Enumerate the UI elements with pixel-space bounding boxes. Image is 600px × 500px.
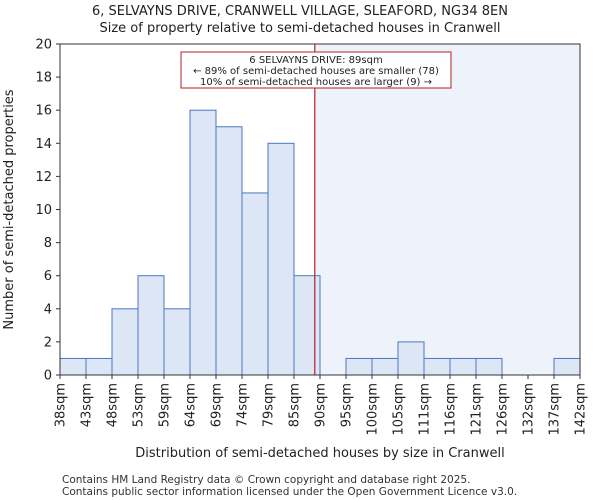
x-tick-label-64sqm: 64sqm — [184, 383, 199, 427]
y-tick-label-20: 20 — [35, 38, 52, 53]
y-tick-label-10: 10 — [35, 203, 52, 218]
bar-43sqm — [85, 357, 113, 376]
y-tick-label-8: 8 — [44, 236, 52, 251]
chart-title: 6, SELVAYNS DRIVE, CRANWELL VILLAGE, SLE… — [92, 4, 508, 19]
annotation-line-3: 10% of semi-detached houses are larger (… — [200, 77, 432, 88]
bar-53sqm — [137, 275, 165, 376]
x-tick-label-53sqm: 53sqm — [132, 383, 147, 427]
x-tick-label-38sqm: 38sqm — [54, 383, 69, 427]
y-tick-label-18: 18 — [35, 71, 52, 86]
x-tick-label-121sqm: 121sqm — [470, 383, 485, 436]
x-tick-label-85sqm: 85sqm — [288, 383, 303, 427]
bar-38sqm — [59, 357, 87, 376]
y-tick-label-0: 0 — [44, 369, 52, 384]
bar-137sqm — [553, 357, 581, 376]
x-tick-label-105sqm: 105sqm — [392, 383, 407, 436]
x-tick-label-69sqm: 69sqm — [210, 383, 225, 427]
y-tick-label-14: 14 — [35, 137, 52, 152]
bar-121sqm — [475, 357, 503, 376]
bar-59sqm — [163, 308, 191, 376]
x-tick-label-137sqm: 137sqm — [548, 383, 563, 436]
chart-subtitle: Size of property relative to semi-detach… — [99, 21, 501, 36]
x-tick-label-90sqm: 90sqm — [314, 383, 329, 427]
bar-64sqm — [189, 109, 217, 376]
bar-95sqm — [345, 357, 373, 376]
y-tick-label-6: 6 — [44, 269, 52, 284]
annotation-line-2: ← 89% of semi-detached houses are smalle… — [193, 66, 439, 77]
x-tick-label-132sqm: 132sqm — [522, 383, 537, 436]
bar-111sqm — [423, 357, 451, 376]
x-tick-label-142sqm: 142sqm — [574, 383, 589, 436]
bar-48sqm — [111, 308, 139, 376]
annotation-box — [180, 51, 452, 89]
bar-100sqm — [371, 357, 399, 376]
larger-region-shade — [314, 44, 580, 375]
footer-line-1: Contains HM Land Registry data © Crown c… — [62, 474, 471, 486]
bar-69sqm — [215, 126, 243, 376]
x-tick-label-43sqm: 43sqm — [80, 383, 95, 427]
x-tick-label-74sqm: 74sqm — [236, 383, 251, 427]
bar-85sqm — [293, 275, 321, 376]
x-tick-label-48sqm: 48sqm — [106, 383, 121, 427]
y-tick-label-4: 4 — [44, 302, 52, 317]
bar-79sqm — [267, 142, 295, 376]
y-tick-label-16: 16 — [35, 104, 52, 119]
y-axis-label: Number of semi-detached properties — [2, 89, 17, 329]
bar-74sqm — [241, 192, 269, 376]
x-tick-label-100sqm: 100sqm — [366, 383, 381, 436]
x-axis-label: Distribution of semi-detached houses by … — [135, 446, 504, 461]
bar-105sqm — [397, 341, 425, 376]
x-tick-label-111sqm: 111sqm — [418, 383, 433, 436]
annotation-line-1: 6 SELVAYNS DRIVE: 89sqm — [249, 55, 382, 66]
y-tick-label-2: 2 — [44, 335, 52, 350]
y-tick-label-12: 12 — [35, 170, 52, 185]
x-tick-label-95sqm: 95sqm — [340, 383, 355, 427]
x-tick-label-116sqm: 116sqm — [444, 383, 459, 436]
x-tick-label-126sqm: 126sqm — [496, 383, 511, 436]
x-tick-label-79sqm: 79sqm — [262, 383, 277, 427]
x-tick-label-59sqm: 59sqm — [158, 383, 173, 427]
footer-line-2: Contains public sector information licen… — [62, 486, 518, 498]
bar-116sqm — [449, 357, 477, 376]
